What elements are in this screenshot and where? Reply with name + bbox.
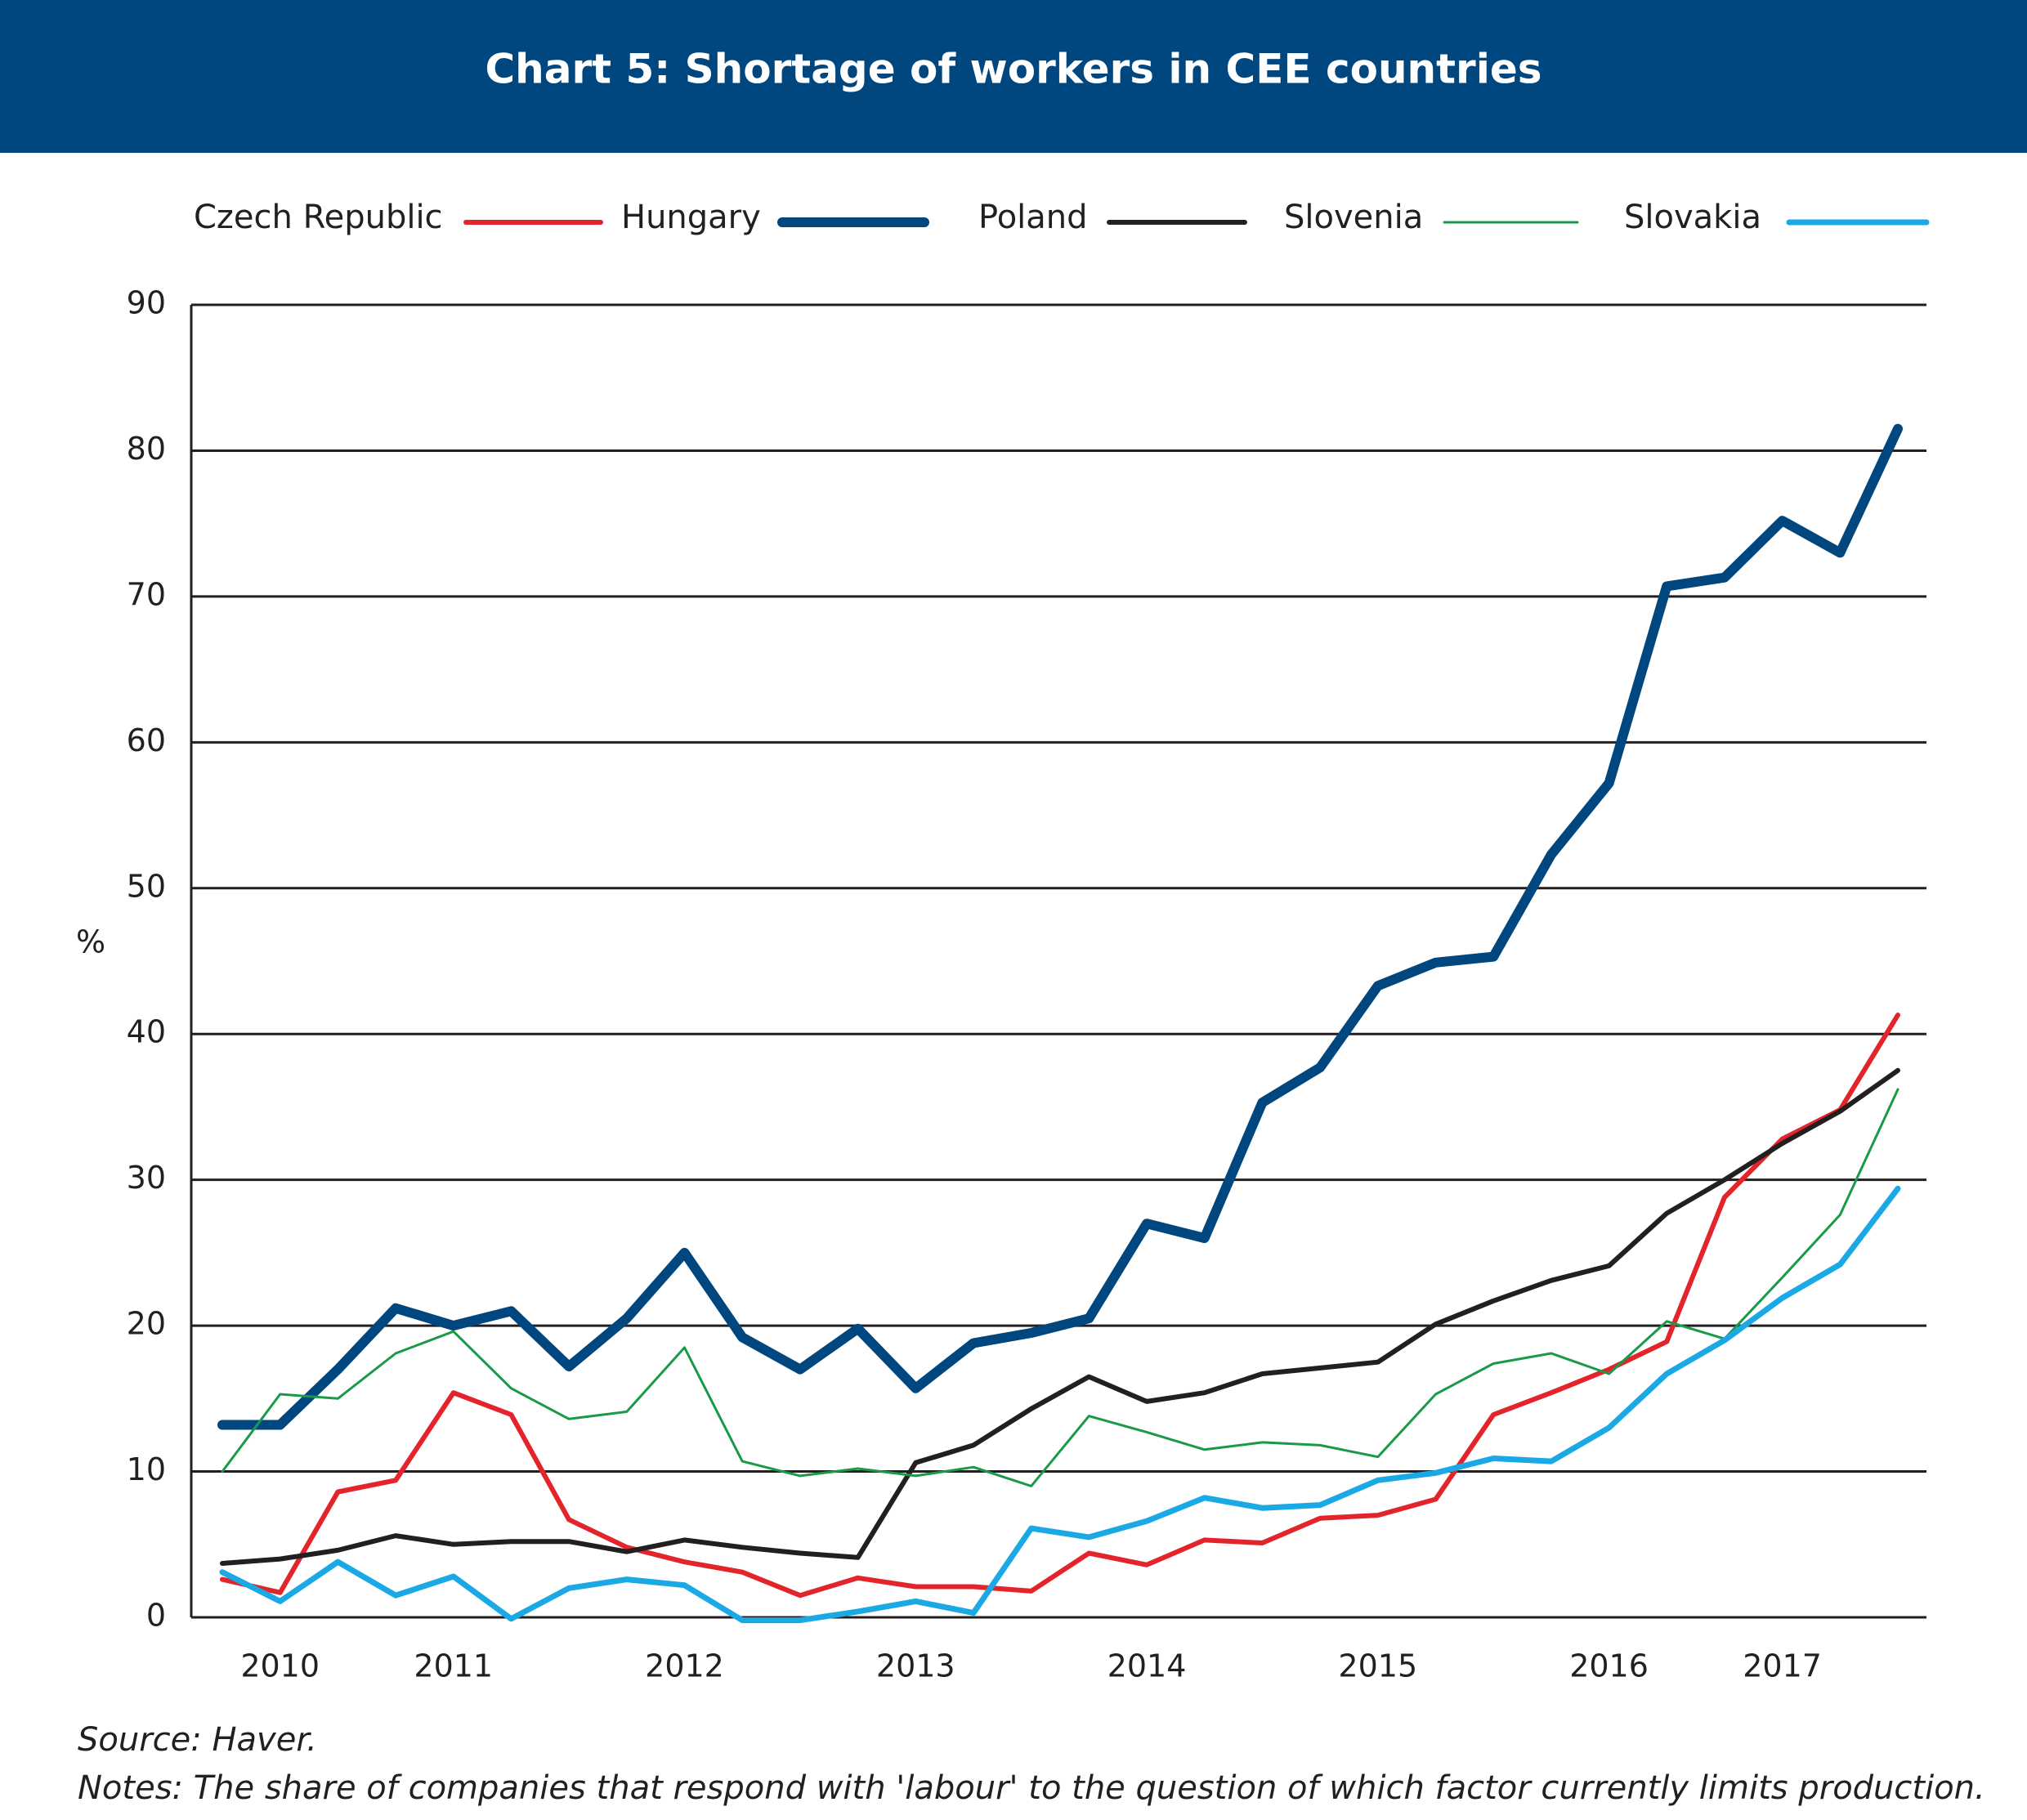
source: Source: Haver. [78, 1721, 317, 1759]
x-tick-label: 2016 [1569, 1648, 1649, 1684]
y-tick-label: 90 [127, 285, 166, 321]
x-tick-label: 2011 [414, 1648, 493, 1684]
x-tick-label: 2014 [1107, 1648, 1187, 1684]
chart-title: Chart 5: Shortage of workers in CEE coun… [485, 46, 1542, 93]
y-tick-label: 70 [127, 576, 166, 612]
series-line [220, 1067, 1900, 1566]
legend-label: Slovakia [1624, 199, 1761, 236]
legend-label: Hungary [621, 199, 761, 236]
header-band [0, 0, 2027, 153]
legend-label: Slovenia [1284, 199, 1423, 236]
legend-label: Czech Republic [194, 199, 443, 236]
y-tick-label: 80 [127, 431, 166, 467]
y-tick-label: 60 [127, 722, 166, 758]
x-tick-label: 2013 [876, 1648, 955, 1684]
y-tick-label: 20 [127, 1306, 166, 1342]
series-line [219, 1185, 1901, 1624]
x-tick-label: 2010 [240, 1648, 320, 1684]
series-line [221, 1088, 1899, 1487]
series-line [217, 423, 1903, 1430]
series-line [220, 1013, 1900, 1599]
y-tick-label: 30 [127, 1160, 166, 1196]
y-axis-label: % [76, 924, 105, 960]
y-tick-label: 50 [127, 868, 166, 904]
x-tick-label: 2012 [645, 1648, 724, 1684]
notes: Notes: The share of companies that respo… [78, 1769, 1985, 1807]
x-tick-label: 2017 [1743, 1648, 1822, 1684]
y-tick-label: 40 [127, 1014, 166, 1050]
y-tick-label: 10 [127, 1451, 166, 1487]
y-tick-label: 0 [146, 1598, 166, 1634]
x-tick-label: 2015 [1338, 1648, 1417, 1684]
legend-label: Poland [978, 199, 1088, 236]
